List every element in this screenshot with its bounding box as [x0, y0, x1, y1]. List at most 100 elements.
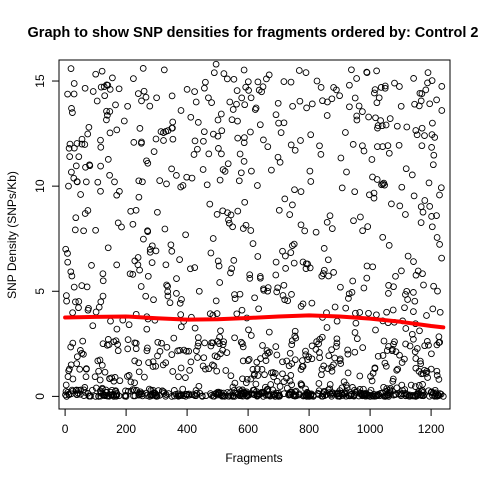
data-point [244, 357, 252, 364]
data-point [351, 348, 359, 356]
data-point [428, 223, 436, 231]
data-point [239, 375, 246, 383]
data-point [241, 198, 249, 206]
data-point [411, 297, 419, 305]
data-point [333, 339, 341, 347]
data-point [398, 267, 405, 275]
data-point [403, 287, 411, 295]
data-point [275, 206, 283, 214]
data-point [392, 391, 400, 398]
data-point [379, 180, 387, 188]
data-point [429, 305, 437, 313]
data-point [316, 142, 323, 150]
data-point [83, 365, 90, 373]
data-point [371, 86, 379, 93]
data-point [113, 325, 121, 333]
data-point [92, 226, 99, 234]
data-point [240, 158, 248, 165]
data-point [85, 123, 93, 131]
data-point [139, 65, 147, 72]
data-point [230, 75, 238, 83]
data-point [421, 197, 429, 204]
data-point [347, 392, 355, 400]
data-point [431, 392, 439, 399]
data-point [177, 323, 185, 331]
data-point [380, 337, 388, 345]
data-point [67, 268, 75, 276]
data-point [303, 393, 311, 400]
data-point [288, 337, 296, 345]
data-point [268, 166, 275, 174]
data-point [168, 351, 176, 358]
data-point [231, 295, 239, 302]
data-point [233, 100, 240, 108]
data-point [323, 218, 331, 226]
data-point [112, 337, 120, 345]
data-point [224, 160, 232, 168]
data-point [242, 379, 250, 387]
data-point [212, 297, 220, 305]
data-point [325, 352, 333, 360]
data-point [239, 357, 247, 365]
data-point [254, 253, 262, 260]
data-point [146, 102, 154, 110]
data-point [245, 356, 253, 363]
data-point [106, 171, 113, 179]
x-tick-label: 800 [299, 422, 319, 436]
data-point [91, 373, 99, 381]
data-point [289, 242, 296, 249]
data-point [85, 392, 93, 400]
data-point [426, 203, 434, 210]
data-point [351, 94, 359, 102]
data-point [426, 392, 433, 400]
data-point [71, 226, 79, 234]
data-point [214, 116, 222, 124]
data-point [299, 258, 307, 266]
data-point [328, 392, 335, 400]
data-point [244, 78, 252, 86]
data-point [385, 282, 392, 289]
data-point [62, 245, 70, 253]
data-point [219, 346, 226, 354]
data-point [272, 271, 280, 279]
data-point [393, 122, 401, 130]
y-tick-label: 0 [33, 393, 47, 400]
data-point [413, 131, 421, 139]
data-point [214, 257, 222, 265]
data-point [422, 86, 430, 94]
data-point [410, 308, 417, 315]
data-point [264, 349, 272, 357]
y-tick-label: 15 [33, 74, 47, 88]
data-point [415, 388, 422, 396]
data-point [234, 117, 241, 125]
data-point [326, 212, 334, 220]
data-point [372, 326, 379, 334]
data-point [131, 379, 138, 387]
data-point [113, 126, 121, 134]
data-point [424, 79, 431, 87]
data-point [286, 349, 294, 357]
data-point [312, 228, 320, 236]
data-point [209, 361, 216, 369]
data-point [205, 150, 213, 158]
data-point [412, 364, 420, 372]
data-point [401, 355, 408, 363]
data-point [210, 69, 218, 77]
trend-line [63, 313, 446, 330]
data-point [163, 281, 170, 289]
data-point [68, 168, 75, 176]
data-point [402, 392, 410, 400]
data-point [290, 240, 298, 248]
data-point [385, 343, 392, 350]
data-point [403, 123, 411, 131]
data-point [65, 182, 72, 190]
data-point [164, 283, 171, 290]
data-point [209, 339, 217, 347]
data-point [383, 308, 390, 316]
data-point [379, 352, 387, 359]
data-point [134, 90, 142, 97]
data-point [307, 131, 315, 139]
data-point [218, 127, 226, 135]
data-point [349, 277, 357, 285]
